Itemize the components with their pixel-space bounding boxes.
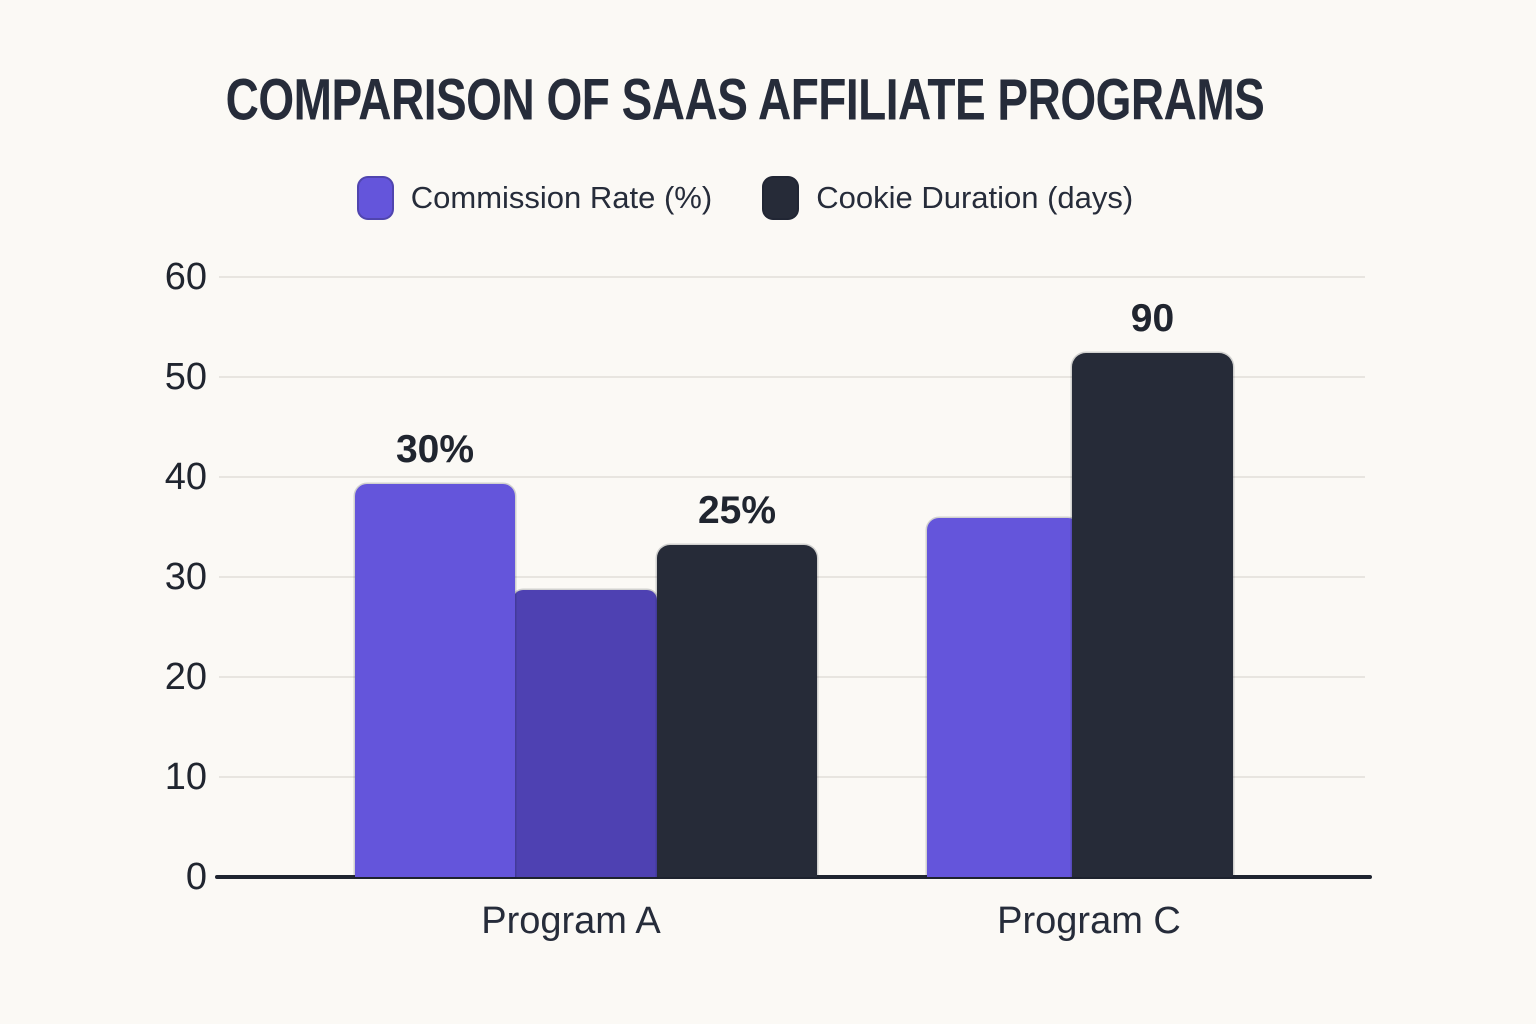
- gridline-50: [219, 376, 1365, 378]
- chart-title: COMPARISON OF SAAS AFFILIATE PROGRAMS: [225, 65, 1265, 133]
- bar-program-a-commission-rate: [355, 484, 515, 877]
- y-tick-40: 40: [164, 456, 207, 498]
- x-axis-label-program-c: Program C: [997, 900, 1181, 942]
- y-tick-10: 10: [164, 756, 207, 798]
- legend-item-commission-rate: Commission Rate (%): [356, 176, 713, 220]
- x-axis-line: [215, 875, 1372, 879]
- y-tick-30: 30: [164, 556, 207, 598]
- bar-program-a-cookie-duration: [657, 545, 817, 877]
- bar-program-c-cookie-duration-value-label: 90: [1130, 297, 1175, 340]
- y-tick-0: 0: [185, 856, 207, 898]
- bar-program-c-cookie-duration: [1072, 353, 1233, 877]
- bar-program-a-cookie-duration-value-label: 25%: [697, 489, 777, 532]
- bar-program-c-commission-rate: [927, 518, 1080, 877]
- y-tick-60: 60: [164, 256, 207, 298]
- legend-swatch-cookie-duration-icon: [762, 176, 800, 220]
- bar-program-a-commission-rate-value-label: 30%: [395, 428, 475, 471]
- y-tick-50: 50: [164, 356, 207, 398]
- legend-label-commission-rate: Commission Rate (%): [410, 180, 713, 215]
- gridline-40: [219, 476, 1365, 478]
- legend-swatch-commission-rate-icon: [356, 176, 394, 220]
- y-tick-20: 20: [164, 656, 207, 698]
- gridline-60: [219, 276, 1365, 278]
- chart-legend: Commission Rate (%) Cookie Duration (day…: [0, 174, 1490, 222]
- legend-item-cookie-duration: Cookie Duration (days): [762, 176, 1133, 220]
- x-axis-label-program-a: Program A: [481, 900, 661, 942]
- bar-program-a-overlap-indigo: [513, 590, 657, 877]
- legend-label-cookie-duration: Cookie Duration (days): [816, 180, 1134, 215]
